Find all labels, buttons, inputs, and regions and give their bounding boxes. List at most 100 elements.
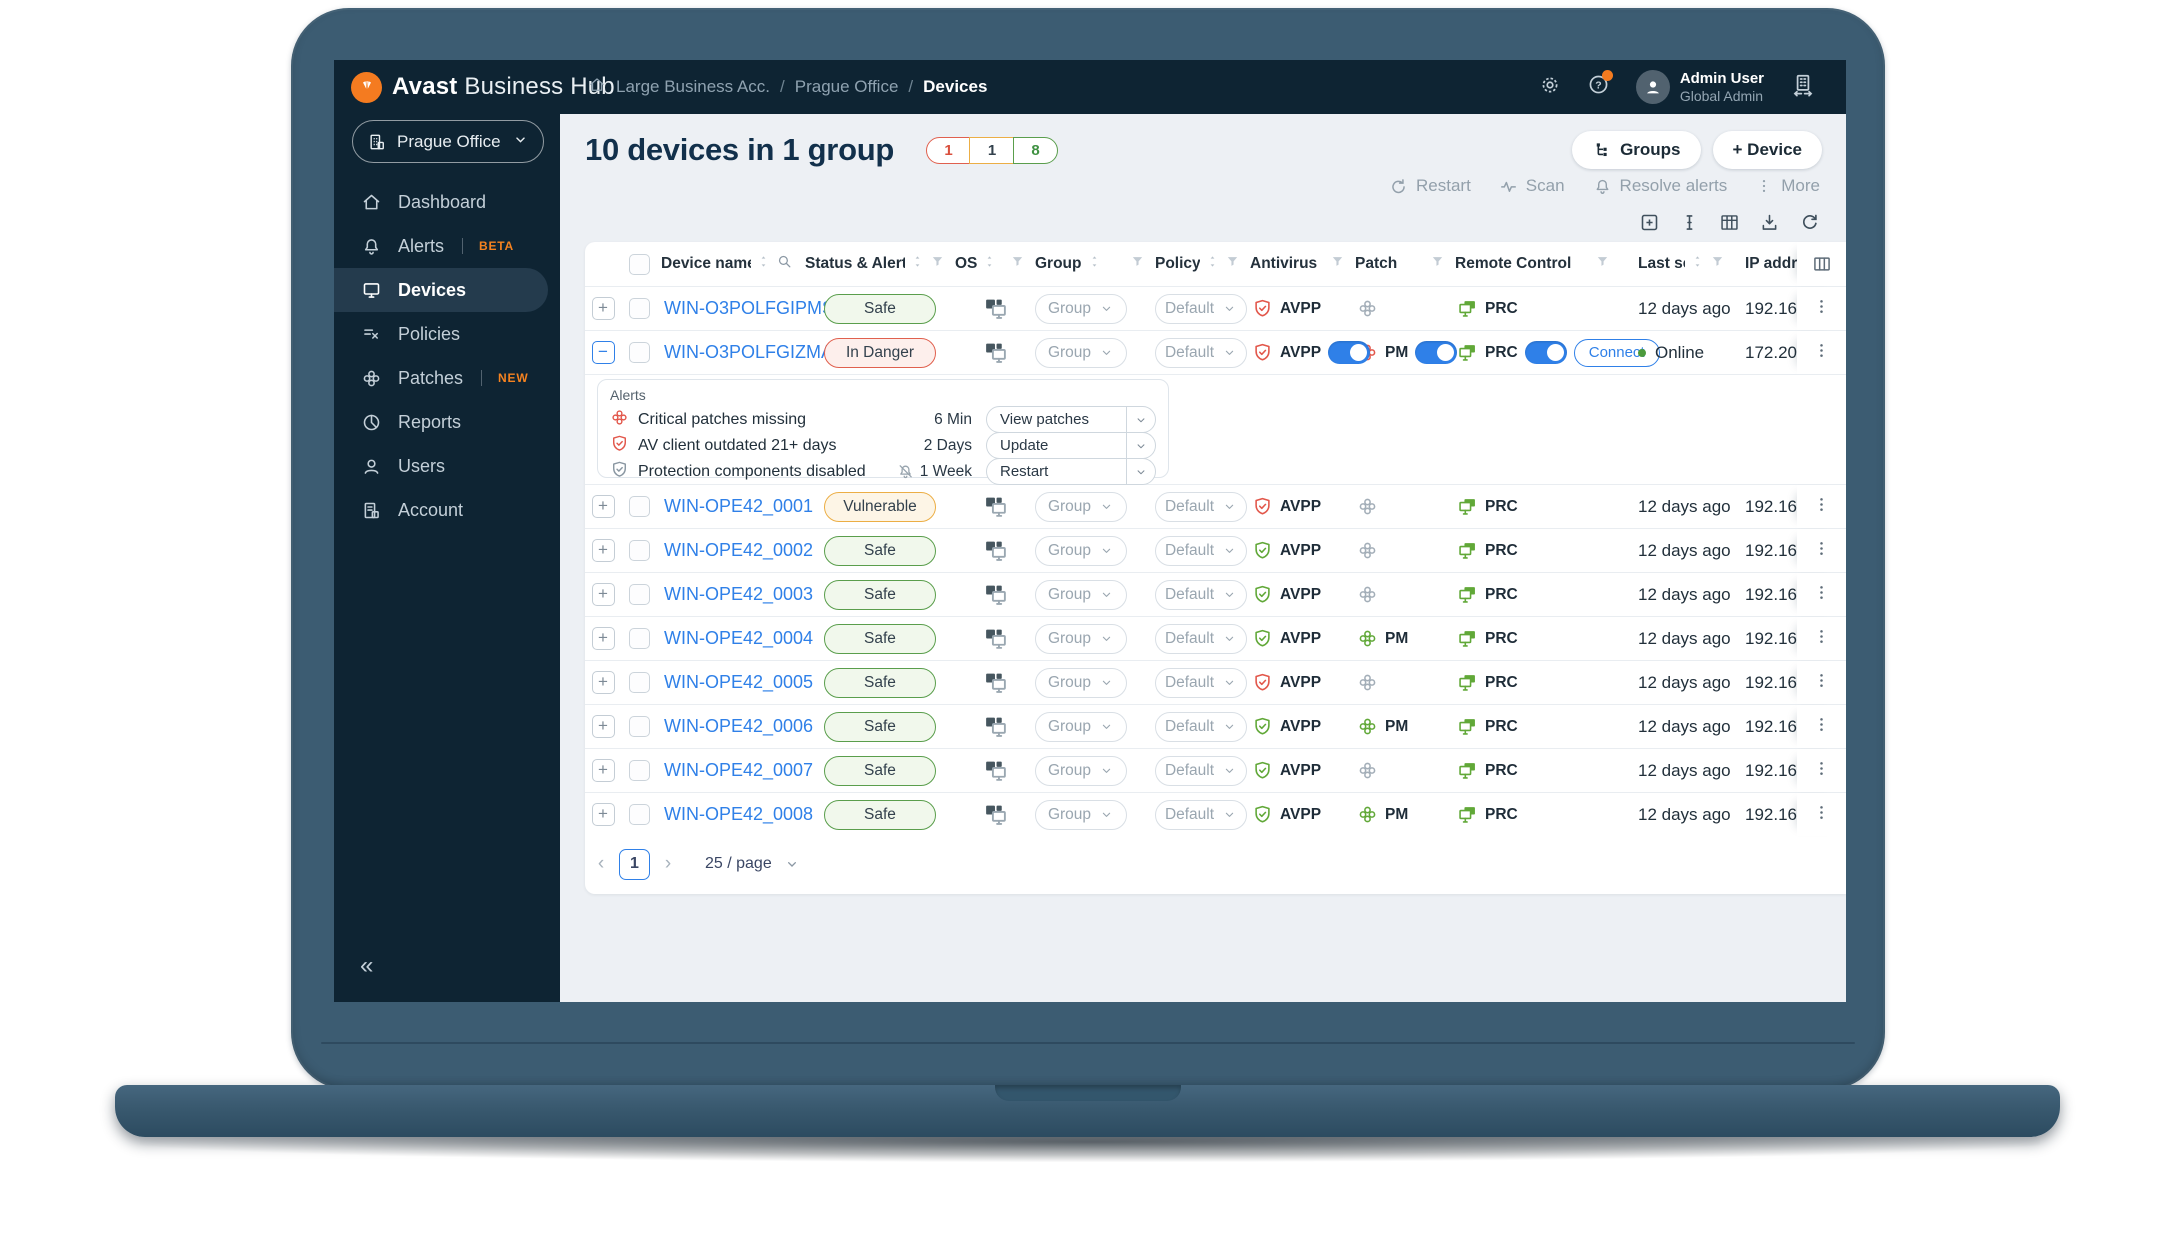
sort-icon[interactable] [982, 254, 997, 269]
page-size-select[interactable]: 25 / page [692, 848, 813, 880]
row-menu-button[interactable] [1812, 341, 1831, 365]
group-dropdown[interactable]: Group [1035, 623, 1127, 654]
add-device-button[interactable]: + Device [1712, 131, 1822, 169]
filter-funnel-icon[interactable] [930, 254, 945, 269]
policy-dropdown[interactable]: Default [1155, 293, 1247, 324]
row-expander[interactable]: − [591, 341, 615, 364]
group-dropdown[interactable]: Group [1035, 337, 1127, 368]
column-header-ip[interactable]: IP address [1735, 255, 1797, 273]
device-name-link[interactable]: WIN-OPE42_0005 [664, 672, 814, 692]
policy-dropdown[interactable]: Default [1155, 491, 1247, 522]
select-all-checkbox[interactable] [629, 253, 650, 275]
sort-icon[interactable] [1690, 254, 1705, 269]
device-name-link[interactable]: WIN-O3POLFGIZMA [664, 342, 834, 362]
group-dropdown[interactable]: Group [1035, 579, 1127, 610]
count-warning[interactable]: 1 [969, 136, 1015, 164]
company-switcher-icon[interactable] [1790, 72, 1816, 103]
row-menu-button[interactable] [1812, 759, 1831, 783]
row-menu-button[interactable] [1812, 495, 1831, 519]
search-icon[interactable] [776, 253, 793, 270]
count-danger[interactable]: 1 [925, 136, 971, 164]
row-menu-button[interactable] [1812, 803, 1831, 827]
column-settings-icon[interactable] [1812, 254, 1832, 274]
sort-icon[interactable] [1087, 254, 1102, 269]
breadcrumb-item[interactable]: Prague Office [794, 77, 899, 96]
column-header-status[interactable]: Status & Alerts [805, 254, 955, 274]
column-header-os[interactable]: OS [955, 254, 1035, 274]
filter-funnel-icon[interactable] [1010, 254, 1025, 269]
prev-page-icon[interactable]: ‹ [597, 853, 605, 874]
column-header-patch[interactable]: Patch [1355, 254, 1455, 274]
sidebar-item-alerts[interactable]: Alerts BETA [334, 224, 560, 268]
device-name-link[interactable]: WIN-OPE42_0003 [664, 584, 814, 604]
filter-funnel-icon[interactable] [1330, 254, 1345, 269]
device-name-link[interactable]: WIN-OPE42_0007 [664, 760, 814, 780]
row-expander[interactable]: + [591, 671, 615, 694]
group-dropdown[interactable]: Group [1035, 711, 1127, 742]
row-menu-button[interactable] [1812, 539, 1831, 563]
row-expander[interactable]: + [591, 759, 615, 782]
toggle-on[interactable] [1328, 341, 1371, 364]
scan-action[interactable]: Scan [1499, 176, 1565, 196]
sidebar-collapse-icon[interactable]: « [360, 952, 374, 979]
alert-action-button[interactable]: Update [986, 432, 1156, 459]
filter-funnel-icon[interactable] [1595, 254, 1610, 269]
toggle-on[interactable] [1415, 341, 1458, 364]
device-name-link[interactable]: WIN-OPE42_0004 [664, 628, 814, 648]
row-checkbox[interactable] [629, 584, 650, 605]
sidebar-item-account[interactable]: Account [334, 488, 560, 532]
org-selector[interactable]: Prague Office [352, 120, 544, 163]
sort-icon[interactable] [910, 254, 925, 269]
column-header-av[interactable]: Antivirus [1250, 254, 1355, 274]
sidebar-item-users[interactable]: Users [334, 444, 560, 488]
chevron-down-icon[interactable] [1127, 413, 1155, 427]
sidebar-item-devices[interactable]: Devices [334, 268, 548, 312]
row-expander[interactable]: + [591, 583, 615, 606]
group-dropdown[interactable]: Group [1035, 293, 1127, 324]
row-checkbox[interactable] [629, 804, 650, 825]
column-header-last[interactable]: Last seen [1620, 254, 1735, 274]
more-action[interactable]: More [1755, 176, 1820, 196]
row-checkbox[interactable] [629, 628, 650, 649]
group-dropdown[interactable]: Group [1035, 491, 1127, 522]
row-expander[interactable]: + [591, 627, 615, 650]
breadcrumb-item[interactable]: Large Business Acc. [616, 77, 771, 96]
group-dropdown[interactable]: Group [1035, 755, 1127, 786]
group-dropdown[interactable]: Group [1035, 667, 1127, 698]
row-menu-button[interactable] [1812, 671, 1831, 695]
column-header-group[interactable]: Group [1035, 254, 1155, 274]
column-header-rc[interactable]: Remote Control [1455, 254, 1620, 274]
row-checkbox[interactable] [629, 298, 650, 319]
device-name-link[interactable]: WIN-O3POLFGIPMS [664, 298, 835, 318]
policy-dropdown[interactable]: Default [1155, 799, 1247, 830]
group-dropdown[interactable]: Group [1035, 799, 1127, 830]
bell-muted-icon[interactable] [897, 463, 914, 480]
sort-icon[interactable] [756, 254, 771, 269]
rename-icon[interactable] [1679, 212, 1700, 238]
toggle-on[interactable] [1524, 341, 1567, 364]
column-header-actions[interactable] [1797, 242, 1846, 286]
device-name-link[interactable]: WIN-OPE42_0001 [664, 496, 814, 516]
row-expander[interactable]: + [591, 803, 615, 826]
row-checkbox[interactable] [629, 342, 650, 363]
settings-gear-icon[interactable] [1539, 74, 1561, 101]
row-checkbox[interactable] [629, 540, 650, 561]
row-expander[interactable]: + [591, 495, 615, 518]
alert-action-button[interactable]: View patches [986, 406, 1156, 433]
row-checkbox[interactable] [629, 672, 650, 693]
policy-dropdown[interactable]: Default [1155, 535, 1247, 566]
sidebar-item-reports[interactable]: Reports [334, 400, 560, 444]
sidebar-item-policies[interactable]: Policies [334, 312, 560, 356]
groups-button[interactable]: Groups [1572, 131, 1701, 169]
chevron-down-icon[interactable] [1127, 439, 1155, 453]
device-name-link[interactable]: WIN-OPE42_0008 [664, 804, 814, 824]
group-dropdown[interactable]: Group [1035, 535, 1127, 566]
sidebar-item-patches[interactable]: Patches NEW [334, 356, 560, 400]
page-number[interactable]: 1 [619, 848, 650, 880]
policy-dropdown[interactable]: Default [1155, 711, 1247, 742]
filter-funnel-icon[interactable] [1225, 254, 1240, 269]
row-checkbox[interactable] [629, 716, 650, 737]
column-header-name[interactable]: Device name [661, 253, 805, 275]
filter-funnel-icon[interactable] [1430, 254, 1445, 269]
refresh-icon[interactable] [1799, 212, 1820, 238]
